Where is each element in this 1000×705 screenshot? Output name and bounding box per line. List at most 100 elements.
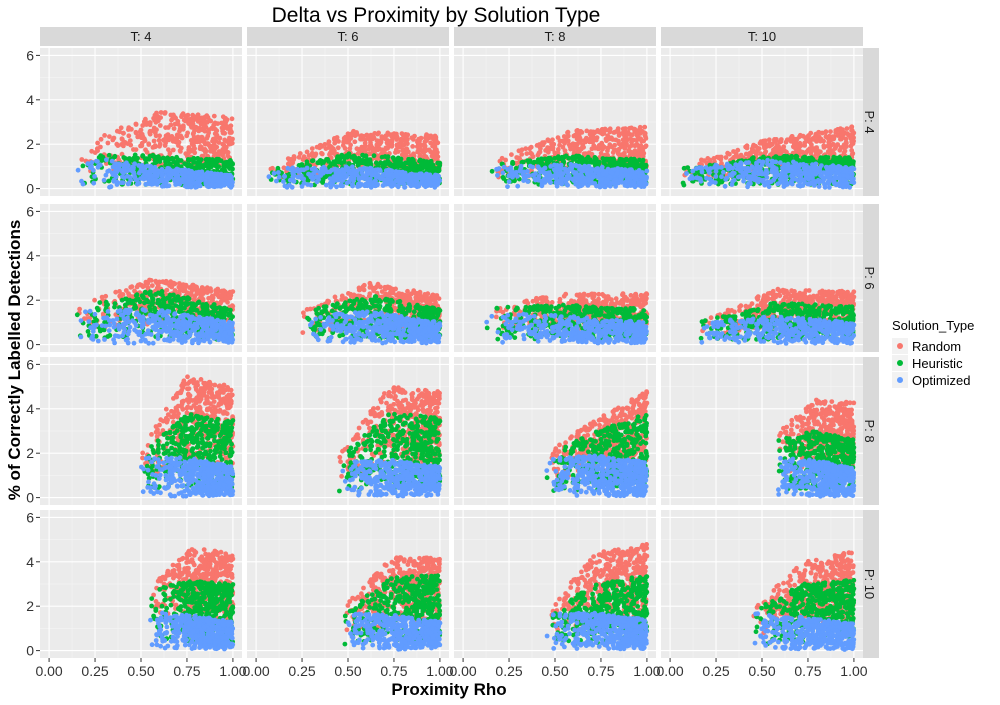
point-random [154,113,160,119]
point-optimized [344,180,350,186]
point-random [329,144,335,150]
point-heuristic [500,174,506,180]
point-random [798,149,804,155]
point-random [156,137,162,143]
point-optimized [382,182,388,187]
point-optimized [121,170,127,176]
point-random [211,145,217,151]
point-random [833,144,839,150]
point-optimized [368,165,373,171]
point-heuristic [132,152,138,158]
point-optimized [518,165,524,171]
point-random [206,130,212,136]
point-random [114,141,120,147]
point-optimized [536,177,542,183]
point-random [577,139,583,145]
point-optimized [299,184,305,189]
point-heuristic [360,158,365,163]
facet-column-label: T: 6 [338,29,359,44]
point-optimized [334,173,340,178]
x-tick-label: 0.75 [173,663,200,679]
point-optimized [103,172,109,178]
point-random [810,147,815,152]
point-random [565,129,571,135]
point-random [204,141,210,147]
point-optimized [225,181,231,187]
point-random [200,147,206,153]
point-random [79,157,85,162]
x-tick-label: 0.75 [587,663,614,679]
x-tick-label: 0.00 [242,663,269,679]
point-random [133,121,139,127]
point-random [110,137,116,143]
point-random [157,133,163,139]
point-optimized [540,167,545,173]
x-tick-label: 0.25 [81,663,108,679]
point-optimized [120,180,126,186]
point-random [89,148,95,154]
point-random [826,133,832,139]
point-heuristic [851,159,856,165]
point-random [524,151,530,157]
point-random [129,126,134,132]
point-heuristic [789,153,795,159]
point-optimized [510,174,515,180]
point-optimized [731,177,737,183]
point-random [814,145,819,151]
point-optimized [106,168,112,174]
point-random [227,135,232,141]
point-optimized [316,177,321,182]
point-random [147,120,153,125]
point-optimized [309,166,315,172]
point-heuristic [205,159,211,165]
point-heuristic [437,160,443,166]
point-heuristic [781,154,786,160]
point-random [825,143,831,149]
point-optimized [266,174,272,180]
point-random [844,131,850,136]
point-random [385,146,390,151]
point-optimized [414,184,420,190]
point-optimized [157,178,163,183]
point-random [147,130,153,136]
point-random [731,149,736,154]
point-optimized [361,173,367,179]
point-random [634,142,640,148]
point-optimized [713,174,719,179]
point-optimized [505,184,510,190]
point-random [509,152,514,158]
point-optimized [159,183,165,189]
point-random [735,147,741,153]
point-random [200,138,206,144]
point-random [837,147,843,153]
point-optimized [282,183,288,189]
point-optimized [372,178,378,184]
y-tick-label: 6 [26,47,34,63]
point-random [95,140,100,146]
point-random [627,144,633,149]
point-optimized [625,183,630,189]
point-heuristic [681,182,687,188]
point-heuristic [324,157,329,162]
point-random [621,138,627,143]
point-optimized [689,174,694,179]
point-optimized [408,183,414,189]
point-optimized [327,176,333,182]
point-heuristic [341,159,347,165]
point-heuristic [525,158,530,164]
point-optimized [334,184,339,190]
point-heuristic [584,156,589,162]
point-random [211,113,217,119]
point-optimized [287,177,293,183]
point-optimized [348,175,354,181]
point-optimized [145,172,151,178]
point-optimized [95,159,100,164]
point-optimized [357,183,362,189]
point-random [335,145,341,151]
point-random [163,136,168,141]
point-random [317,143,323,149]
point-optimized [590,174,595,180]
point-optimized [285,165,291,171]
point-heuristic [360,152,365,158]
y-tick-label: 4 [26,248,34,264]
